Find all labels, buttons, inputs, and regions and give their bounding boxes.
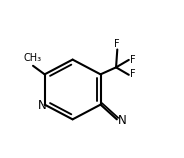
Text: F: F [130,70,135,79]
Text: N: N [118,114,127,127]
Text: N: N [38,99,46,112]
Text: F: F [130,55,135,65]
Text: F: F [114,39,120,49]
Text: CH₃: CH₃ [23,53,41,64]
